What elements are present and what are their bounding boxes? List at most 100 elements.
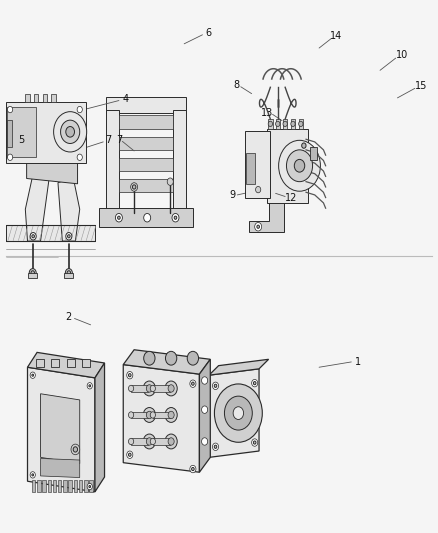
- Circle shape: [190, 465, 196, 473]
- Circle shape: [253, 382, 256, 385]
- Circle shape: [257, 225, 259, 228]
- Circle shape: [190, 380, 196, 387]
- Polygon shape: [58, 177, 80, 241]
- Circle shape: [65, 269, 72, 277]
- Text: 7: 7: [105, 135, 111, 146]
- Bar: [7, 107, 36, 157]
- Circle shape: [254, 222, 261, 231]
- Polygon shape: [106, 97, 186, 113]
- Circle shape: [233, 407, 244, 419]
- Circle shape: [191, 382, 194, 385]
- Circle shape: [224, 396, 252, 430]
- Bar: [74, 480, 77, 492]
- Circle shape: [71, 444, 80, 455]
- Bar: [131, 412, 148, 418]
- Text: 12: 12: [285, 192, 297, 203]
- Text: 14: 14: [330, 31, 343, 41]
- Bar: [7, 120, 12, 147]
- Circle shape: [146, 438, 152, 445]
- Text: 4: 4: [122, 94, 128, 104]
- Circle shape: [30, 372, 35, 378]
- Bar: [25, 94, 30, 102]
- Circle shape: [299, 121, 303, 126]
- Circle shape: [128, 412, 134, 418]
- Circle shape: [143, 408, 155, 422]
- Circle shape: [127, 372, 133, 379]
- Circle shape: [60, 120, 80, 143]
- Circle shape: [128, 453, 131, 456]
- Circle shape: [144, 214, 151, 222]
- Circle shape: [255, 187, 261, 193]
- Circle shape: [7, 154, 13, 160]
- Circle shape: [30, 232, 36, 240]
- Circle shape: [286, 150, 313, 182]
- Bar: [246, 152, 254, 184]
- Circle shape: [150, 385, 155, 392]
- Bar: [63, 480, 67, 492]
- Polygon shape: [28, 352, 105, 378]
- Bar: [67, 359, 74, 367]
- Circle shape: [279, 140, 321, 191]
- Circle shape: [165, 408, 177, 422]
- Circle shape: [53, 112, 87, 152]
- Polygon shape: [250, 200, 284, 232]
- Circle shape: [77, 154, 82, 160]
- Text: 13: 13: [261, 108, 273, 118]
- Circle shape: [89, 385, 91, 387]
- Circle shape: [168, 438, 174, 445]
- Circle shape: [31, 271, 35, 275]
- Circle shape: [201, 438, 208, 445]
- Circle shape: [150, 438, 155, 445]
- Polygon shape: [95, 363, 105, 492]
- Circle shape: [73, 447, 78, 452]
- Bar: [119, 158, 173, 171]
- Bar: [131, 438, 148, 445]
- Polygon shape: [99, 208, 193, 227]
- Circle shape: [30, 472, 35, 478]
- Circle shape: [276, 121, 280, 126]
- Circle shape: [212, 382, 219, 390]
- Circle shape: [32, 374, 34, 376]
- Circle shape: [66, 126, 74, 137]
- Bar: [47, 480, 51, 492]
- Bar: [291, 119, 295, 128]
- Bar: [36, 359, 44, 367]
- Polygon shape: [209, 359, 268, 375]
- Circle shape: [172, 214, 179, 222]
- Bar: [84, 480, 88, 492]
- Bar: [268, 119, 272, 128]
- Circle shape: [128, 374, 131, 377]
- Bar: [51, 359, 59, 367]
- Circle shape: [174, 216, 177, 219]
- Text: 9: 9: [229, 190, 235, 200]
- Bar: [37, 480, 41, 492]
- Bar: [53, 480, 56, 492]
- Circle shape: [116, 214, 122, 222]
- Polygon shape: [6, 225, 95, 241]
- Circle shape: [201, 406, 208, 414]
- Bar: [79, 480, 82, 492]
- Circle shape: [32, 474, 34, 476]
- Bar: [6, 102, 86, 163]
- Circle shape: [167, 178, 173, 185]
- Circle shape: [7, 107, 13, 113]
- Circle shape: [87, 483, 92, 490]
- Circle shape: [131, 183, 138, 191]
- Circle shape: [294, 159, 305, 172]
- Polygon shape: [123, 350, 210, 374]
- Circle shape: [166, 351, 177, 365]
- Circle shape: [191, 467, 194, 471]
- Polygon shape: [25, 169, 49, 241]
- Circle shape: [201, 377, 208, 384]
- Circle shape: [187, 351, 198, 365]
- Circle shape: [168, 411, 174, 419]
- Circle shape: [89, 486, 91, 488]
- Polygon shape: [106, 110, 119, 214]
- Polygon shape: [209, 369, 259, 457]
- Circle shape: [144, 351, 155, 365]
- Bar: [58, 480, 61, 492]
- Circle shape: [143, 434, 155, 449]
- Circle shape: [32, 235, 35, 238]
- Circle shape: [146, 411, 152, 419]
- Text: 8: 8: [233, 80, 240, 90]
